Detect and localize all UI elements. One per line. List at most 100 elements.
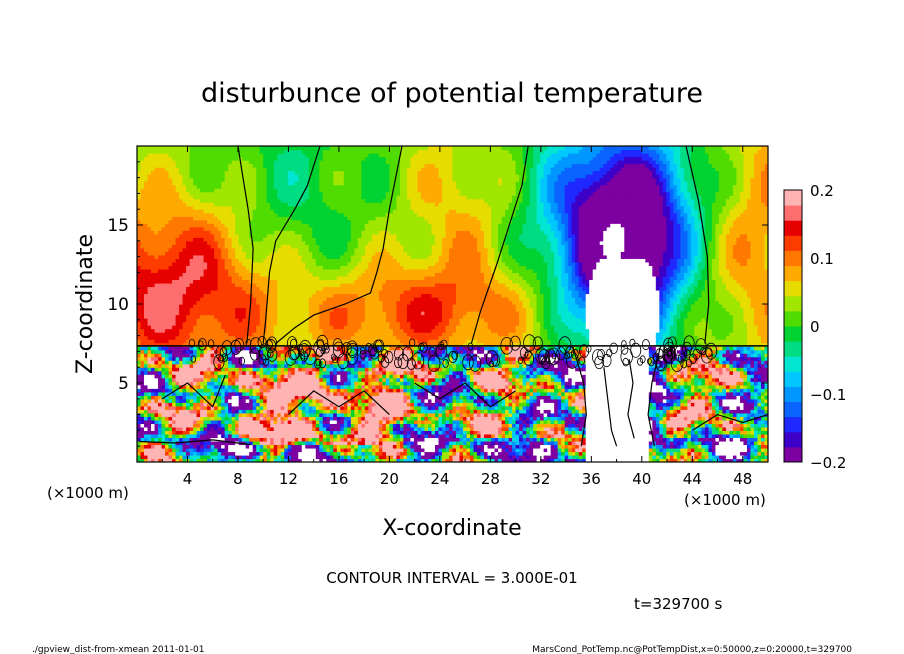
heatmap-cell xyxy=(589,409,594,414)
heatmap-cell xyxy=(634,447,639,453)
heatmap-cell xyxy=(210,454,215,460)
heatmap-cell xyxy=(357,447,362,453)
heatmap-cell xyxy=(466,430,471,435)
heatmap-cell xyxy=(154,426,159,431)
heatmap-cell xyxy=(186,398,191,403)
heatmap-cell xyxy=(662,437,667,442)
heatmap-cell xyxy=(266,454,271,460)
chart-title: disturbunce of potential temperature xyxy=(201,78,703,109)
heatmap-cell xyxy=(470,377,475,382)
heatmap-cell xyxy=(564,426,569,431)
heatmap-cell xyxy=(736,402,741,407)
heatmap-cell xyxy=(319,391,324,396)
heatmap-cell xyxy=(673,426,678,431)
heatmap-cell xyxy=(389,447,394,453)
heatmap-cell xyxy=(403,454,408,460)
heatmap-cell xyxy=(694,419,699,424)
heatmap-cell xyxy=(645,367,650,372)
heatmap-cell xyxy=(620,409,625,414)
heatmap-cell xyxy=(168,377,173,382)
heatmap-cell xyxy=(557,451,562,456)
heatmap-cell xyxy=(249,416,254,421)
heatmap-cell xyxy=(235,454,240,460)
heatmap-cell xyxy=(238,444,243,449)
heatmap-cell xyxy=(508,374,513,379)
heatmap-cell xyxy=(501,367,506,372)
heatmap-cell xyxy=(739,423,745,428)
heatmap-cell xyxy=(343,437,348,442)
heatmap-cell xyxy=(645,402,650,407)
heatmap-cell xyxy=(694,409,699,414)
heatmap-cell xyxy=(186,419,191,424)
heatmap-cell xyxy=(249,419,254,424)
heatmap-cell xyxy=(252,437,257,442)
heatmap-cell xyxy=(413,451,419,456)
heatmap-cell xyxy=(753,423,759,428)
heatmap-cell xyxy=(683,416,688,421)
heatmap-cell xyxy=(704,444,710,449)
heatmap-cell xyxy=(235,419,240,424)
heatmap-cell xyxy=(648,454,653,460)
heatmap-cell xyxy=(746,384,752,389)
heatmap-cell xyxy=(512,416,517,421)
heatmap-cell xyxy=(235,447,240,453)
heatmap-cell xyxy=(652,409,657,414)
heatmap-cell xyxy=(259,384,264,389)
heatmap-cell xyxy=(441,444,447,449)
heatmap-cell xyxy=(634,444,639,449)
heatmap-cell xyxy=(221,447,226,453)
heatmap-cell xyxy=(501,398,506,403)
heatmap-cell xyxy=(491,423,496,428)
heatmap-cell xyxy=(392,423,398,428)
heatmap-cell xyxy=(385,423,390,428)
heatmap-cell xyxy=(294,409,299,414)
heatmap-cell xyxy=(561,458,566,462)
heatmap-cell xyxy=(477,423,482,428)
heatmap-cell xyxy=(273,430,278,435)
heatmap-cell xyxy=(354,458,359,462)
heatmap-cell xyxy=(347,423,352,428)
heatmap-cell xyxy=(540,405,545,410)
heatmap-cell xyxy=(515,402,520,407)
heatmap-cell xyxy=(722,430,727,435)
heatmap-cell xyxy=(305,447,310,453)
heatmap-cell xyxy=(743,440,748,446)
heatmap-cell xyxy=(568,391,573,396)
heatmap-cell xyxy=(550,412,555,417)
heatmap-cell xyxy=(526,416,531,421)
heatmap-cell xyxy=(533,377,538,382)
heatmap-cell xyxy=(424,440,429,446)
heatmap-cell xyxy=(603,367,608,372)
heatmap-cell xyxy=(578,423,583,428)
heatmap-cell xyxy=(676,458,681,462)
heatmap-cell xyxy=(375,398,380,403)
heatmap-cell xyxy=(399,430,405,435)
heatmap-cell xyxy=(484,419,489,424)
heatmap-cell xyxy=(498,426,503,431)
heatmap-cell xyxy=(746,440,752,446)
heatmap-cell xyxy=(389,430,394,435)
heatmap-cell xyxy=(410,395,415,400)
heatmap-cell xyxy=(294,440,299,446)
heatmap-cell xyxy=(634,440,639,446)
heatmap-cell xyxy=(603,363,608,368)
heatmap-cell xyxy=(701,444,706,449)
heatmap-cell xyxy=(158,447,163,453)
heatmap-cell xyxy=(690,374,695,379)
heatmap-cell xyxy=(399,447,405,453)
heatmap-cell xyxy=(655,398,660,403)
heatmap-cell xyxy=(427,437,433,442)
heatmap-cell xyxy=(494,395,499,400)
heatmap-cell xyxy=(638,405,643,410)
heatmap-cell xyxy=(718,377,724,382)
heatmap-cell xyxy=(491,405,496,410)
heatmap-cell xyxy=(238,451,243,456)
heatmap-cell xyxy=(179,437,184,442)
heatmap-cell xyxy=(154,458,159,462)
heatmap-cell xyxy=(291,423,296,428)
heatmap-cell xyxy=(298,423,303,428)
heatmap-cell xyxy=(368,437,373,442)
heatmap-cell xyxy=(413,433,419,439)
heatmap-cell xyxy=(189,402,194,407)
heatmap-cell xyxy=(280,419,285,424)
